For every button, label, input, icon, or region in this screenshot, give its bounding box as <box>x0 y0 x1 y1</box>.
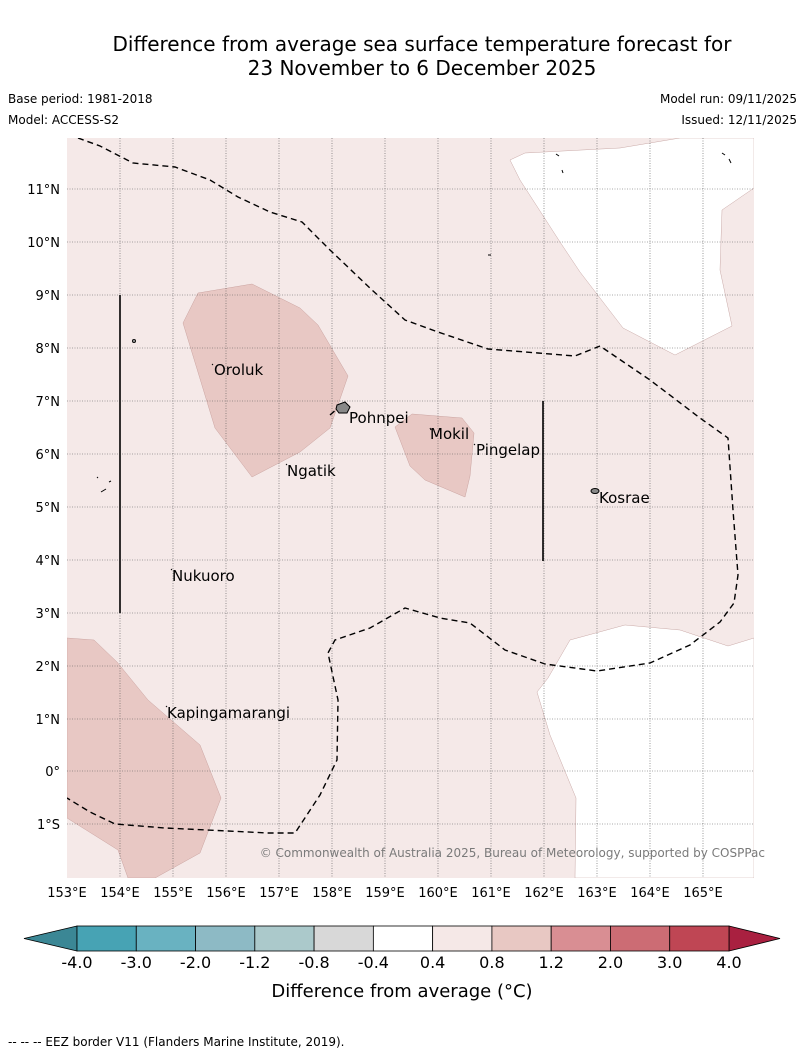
issued-date: Issued: 12/11/2025 <box>681 113 797 127</box>
eez-footnote: -- -- -- EEZ border V11 (Flanders Marine… <box>8 1035 345 1049</box>
lon-label: 157°E <box>259 886 299 901</box>
lat-label: 7°N <box>36 395 61 410</box>
copyright-notice: © Commonwealth of Australia 2025, Bureau… <box>260 846 765 860</box>
lat-label: 0° <box>45 765 60 780</box>
anomaly-region-oroluk <box>182 283 349 478</box>
lon-label: 164°E <box>630 886 670 901</box>
place-label-mokil: Mokil <box>430 425 469 443</box>
colorbar-segment <box>669 925 730 952</box>
colorbar-segment <box>610 925 671 952</box>
lat-label: 4°N <box>36 554 61 569</box>
colorbar-segment <box>195 925 256 952</box>
colorbar-tick-label: 2.0 <box>598 953 623 972</box>
colorbar-segment <box>135 925 196 952</box>
lat-label: 2°N <box>36 660 61 675</box>
lon-label: 162°E <box>524 886 564 901</box>
colorbar-segment <box>76 925 137 952</box>
model-name: Model: ACCESS-S2 <box>8 113 120 127</box>
colorbar-under-arrow <box>23 925 78 952</box>
map-area <box>67 138 754 878</box>
base-period: Base period: 1981-2018 <box>8 92 153 106</box>
colorbar-over-arrow <box>728 925 781 952</box>
colorbar-label: Difference from average (°C) <box>271 981 532 1002</box>
colorbar-segment <box>550 925 611 952</box>
colorbar-tick-label: 4.0 <box>716 953 741 972</box>
lon-label: 159°E <box>365 886 405 901</box>
colorbar-tick-label: -2.0 <box>180 953 211 972</box>
colorbar-tick-label: 0.8 <box>479 953 504 972</box>
lon-label: 155°E <box>153 886 193 901</box>
colorbar: -4.0 -3.0 -2.0 -1.2 -0.8 -0.4 0.4 0.8 1.2 2.0 3.0 4… <box>23 925 781 972</box>
lat-label: 5°N <box>36 501 61 516</box>
place-label-nukuoro: Nukuoro <box>172 567 235 585</box>
colorbar-tick-label: -1.2 <box>239 953 270 972</box>
neutral-region-south-east <box>536 624 754 878</box>
lat-label: 3°N <box>36 607 61 622</box>
lat-label: 6°N <box>36 448 61 463</box>
colorbar-segment <box>313 925 374 952</box>
colorbar-tick-label: 1.2 <box>538 953 563 972</box>
lon-label: 161°E <box>471 886 511 901</box>
colorbar-tick-label: 0.4 <box>420 953 445 972</box>
lat-label: 9°N <box>36 289 61 304</box>
kosrae-island <box>590 488 600 494</box>
lat-label: 1°S <box>37 818 60 833</box>
lon-label: 165°E <box>683 886 723 901</box>
island-marker-west <box>131 338 136 343</box>
lat-label: 8°N <box>36 342 61 357</box>
model-run-date: Model run: 09/11/2025 <box>659 92 797 106</box>
place-labels: Oroluk Pohnpei Mokil Pingelap Ngatik Kos… <box>167 361 650 722</box>
chart-title: Difference from average sea surface temp… <box>40 32 804 80</box>
anomaly-region-mokil <box>394 413 475 498</box>
lat-label: 10°N <box>27 236 60 251</box>
place-label-kosrae: Kosrae <box>599 489 650 507</box>
lon-label: 154°E <box>100 886 140 901</box>
colorbar-tick-label: 3.0 <box>657 953 682 972</box>
colorbar-tick-label: -0.8 <box>298 953 329 972</box>
lon-label: 156°E <box>206 886 246 901</box>
place-label-pohnpei: Pohnpei <box>349 409 409 427</box>
place-label-oroluk: Oroluk <box>214 361 263 379</box>
longitude-labels: 153°E 154°E 155°E 156°E 157°E 158°E 159°… <box>47 886 723 901</box>
lon-label: 160°E <box>418 886 458 901</box>
place-label-pingelap: Pingelap <box>476 441 540 459</box>
colorbar-tick-label: -0.4 <box>358 953 389 972</box>
title-line-1: Difference from average sea surface temp… <box>112 32 732 56</box>
lon-label: 163°E <box>577 886 617 901</box>
colorbar-segment <box>254 925 315 952</box>
place-label-ngatik: Ngatik <box>287 462 336 480</box>
lat-label: 11°N <box>27 183 60 198</box>
colorbar-tick-label: -3.0 <box>121 953 152 972</box>
graticule <box>67 138 754 878</box>
lat-label: 1°N <box>36 713 61 728</box>
neutral-region-north-east <box>509 138 754 356</box>
lon-label: 153°E <box>47 886 87 901</box>
pohnpei-island <box>335 401 351 414</box>
latitude-labels: 11°N 10°N 9°N 8°N 7°N 6°N 5°N 4°N 3°N 2°… <box>27 183 60 833</box>
colorbar-segment <box>491 925 552 952</box>
atoll-fragments <box>96 152 732 708</box>
colorbar-tick-label: -4.0 <box>61 953 92 972</box>
place-label-kapingamarangi: Kapingamarangi <box>167 704 290 722</box>
lon-label: 158°E <box>312 886 352 901</box>
anomaly-region-kapingamarangi <box>67 637 222 878</box>
eez-border <box>67 138 739 834</box>
colorbar-segment <box>372 925 434 952</box>
colorbar-segment <box>432 925 493 952</box>
title-line-2: 23 November to 6 December 2025 <box>247 56 597 80</box>
